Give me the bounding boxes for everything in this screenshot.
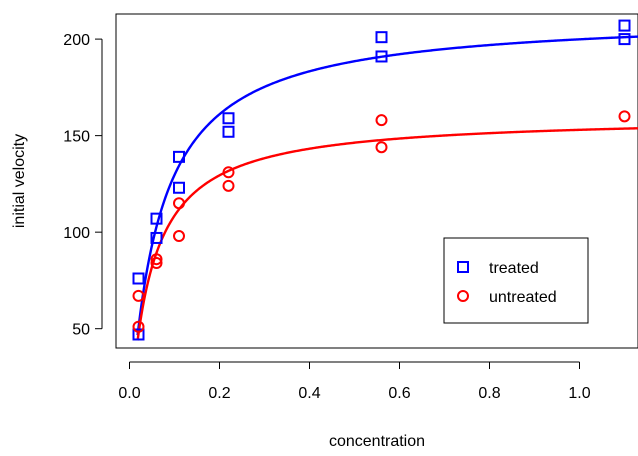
treated-point (150, 212, 163, 225)
x-tick-label: 0.6 (388, 385, 410, 402)
treated-fit-curve (136, 35, 638, 336)
y-tick-label: 200 (63, 32, 90, 49)
treated-point (375, 31, 388, 44)
legend-treated-label: treated (489, 260, 539, 277)
untreated-point (375, 141, 388, 154)
x-axis: 0.0 0.2 0.4 0.6 0.8 1.0 (118, 361, 591, 402)
treated-point (173, 181, 185, 194)
x-axis-title: concentration (329, 433, 425, 450)
x-tick-label: 0.8 (478, 385, 500, 402)
legend-untreated-marker (457, 290, 469, 302)
treated-point (222, 112, 235, 125)
untreated-point (150, 257, 163, 270)
untreated-fit-curve (136, 127, 638, 341)
treated-point (618, 19, 631, 32)
untreated-point (173, 197, 185, 210)
treated-point (375, 50, 388, 63)
y-axis: 50 100 150 200 (63, 32, 103, 339)
legend-box (443, 237, 589, 324)
x-tick-label: 0.0 (118, 385, 140, 402)
untreated-point (222, 179, 235, 192)
y-tick-label: 50 (72, 322, 90, 339)
legend-untreated-label: untreated (489, 289, 557, 306)
y-tick-label: 150 (63, 129, 90, 146)
x-tick-label: 0.4 (298, 385, 320, 402)
treated-point (132, 328, 145, 341)
untreated-point (222, 166, 235, 179)
x-tick-label: 0.2 (208, 385, 230, 402)
x-tick-label: 1.0 (568, 385, 590, 402)
treated-point (150, 231, 163, 244)
untreated-point (618, 110, 631, 123)
legend-treated-marker (457, 261, 469, 273)
plot-frame (115, 13, 638, 349)
treated-point (222, 125, 235, 138)
y-tick-label: 100 (63, 225, 90, 242)
untreated-point (173, 230, 185, 243)
legend: treated untreated (443, 237, 589, 324)
untreated-point (132, 320, 145, 333)
untreated-point (132, 289, 145, 302)
treated-point (618, 33, 631, 46)
y-axis-title: initial velocity (11, 134, 28, 228)
untreated-point (375, 114, 388, 127)
data-points (132, 19, 631, 341)
untreated-point (150, 253, 163, 266)
fit-curves (136, 35, 638, 341)
treated-point (173, 150, 185, 163)
treated-point (132, 272, 145, 285)
